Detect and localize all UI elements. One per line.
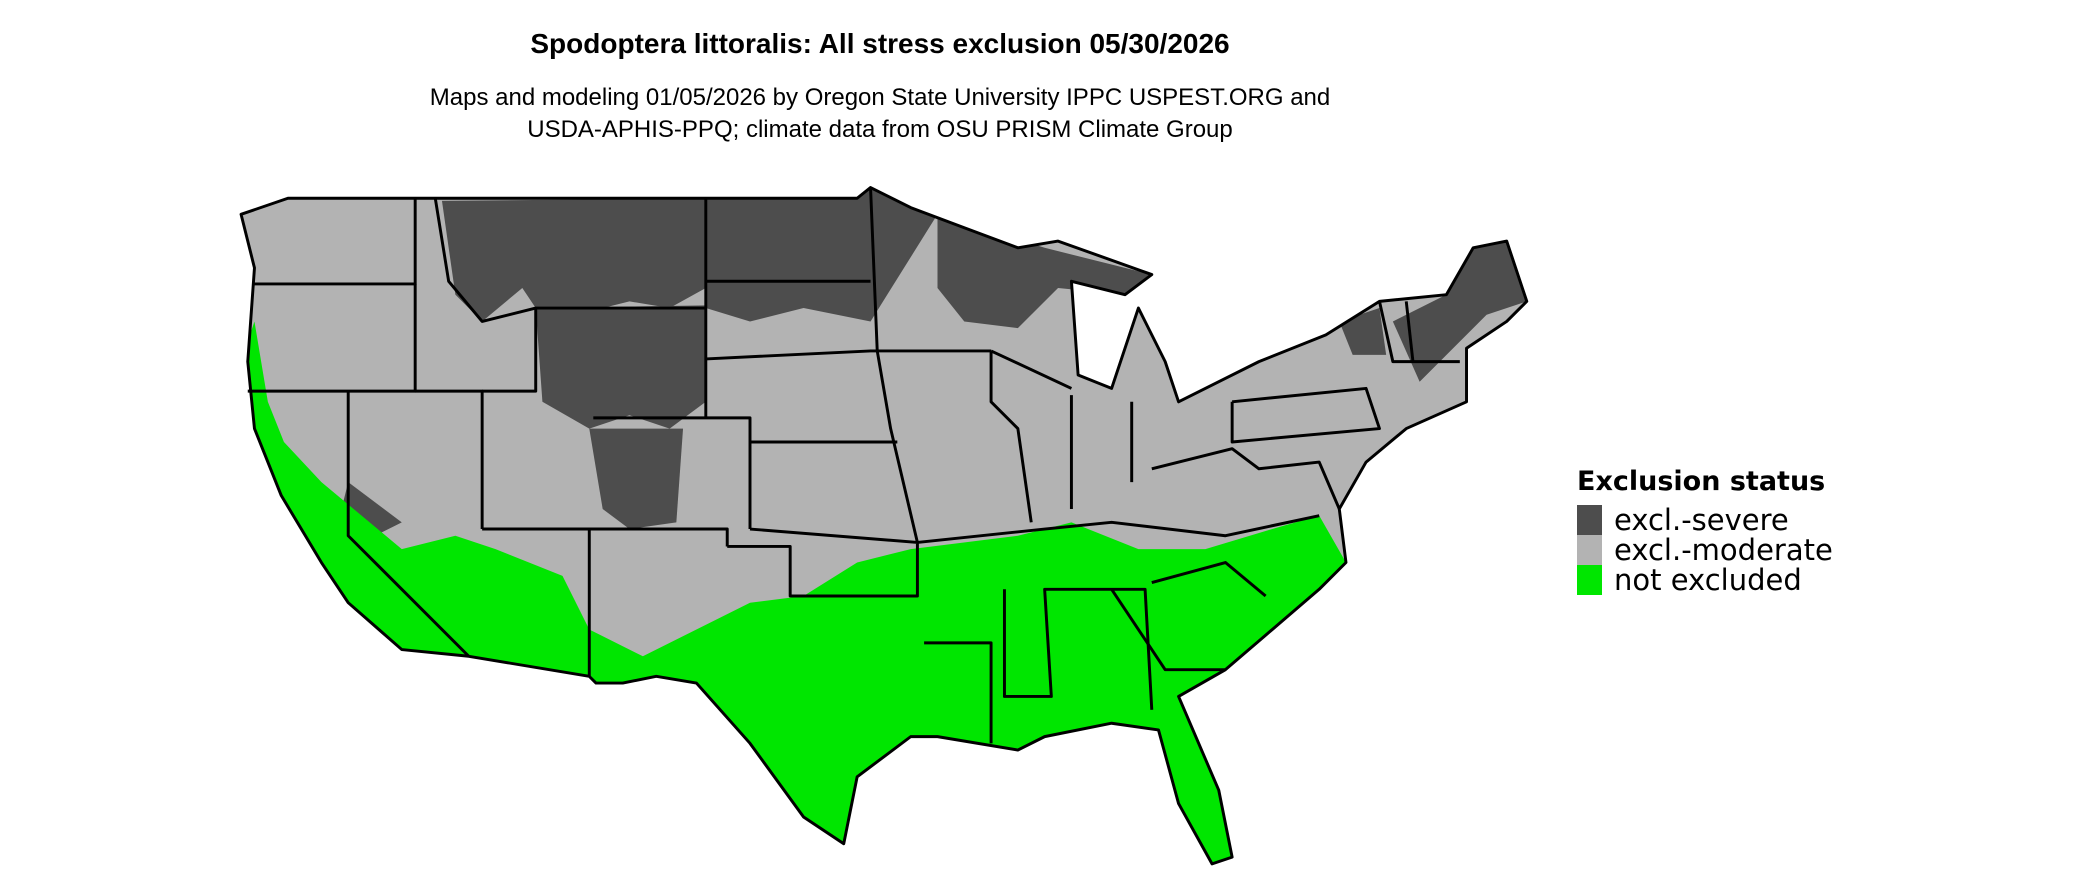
map-subtitle-line2: USDA-APHIS-PPQ; climate data from OSU PR…	[527, 116, 1233, 143]
legend: Exclusion status excl.-severe excl.-mode…	[1577, 466, 1833, 597]
legend-item-moderate: excl.-moderate	[1577, 533, 1833, 567]
severe-exclusion-areas	[341, 187, 1527, 536]
not-excluded-area	[241, 321, 1346, 864]
legend-label: excl.-severe	[1614, 503, 1789, 537]
legend-label: not excluded	[1614, 563, 1802, 597]
state-boundaries	[239, 186, 1529, 866]
map-subtitle-line1: Maps and modeling 01/05/2026 by Oregon S…	[429, 84, 1331, 111]
legend-title: Exclusion status	[1577, 466, 1826, 497]
map-title: Spodoptera littoralis: All stress exclus…	[530, 28, 1230, 59]
legend-swatch-moderate	[1577, 535, 1602, 565]
legend-item-not-excluded: not excluded	[1577, 563, 1833, 597]
legend-label: excl.-moderate	[1614, 533, 1833, 567]
legend-swatch-severe	[1577, 505, 1602, 535]
legend-swatch-not-excluded	[1577, 565, 1602, 595]
legend-item-severe: excl.-severe	[1577, 503, 1833, 537]
